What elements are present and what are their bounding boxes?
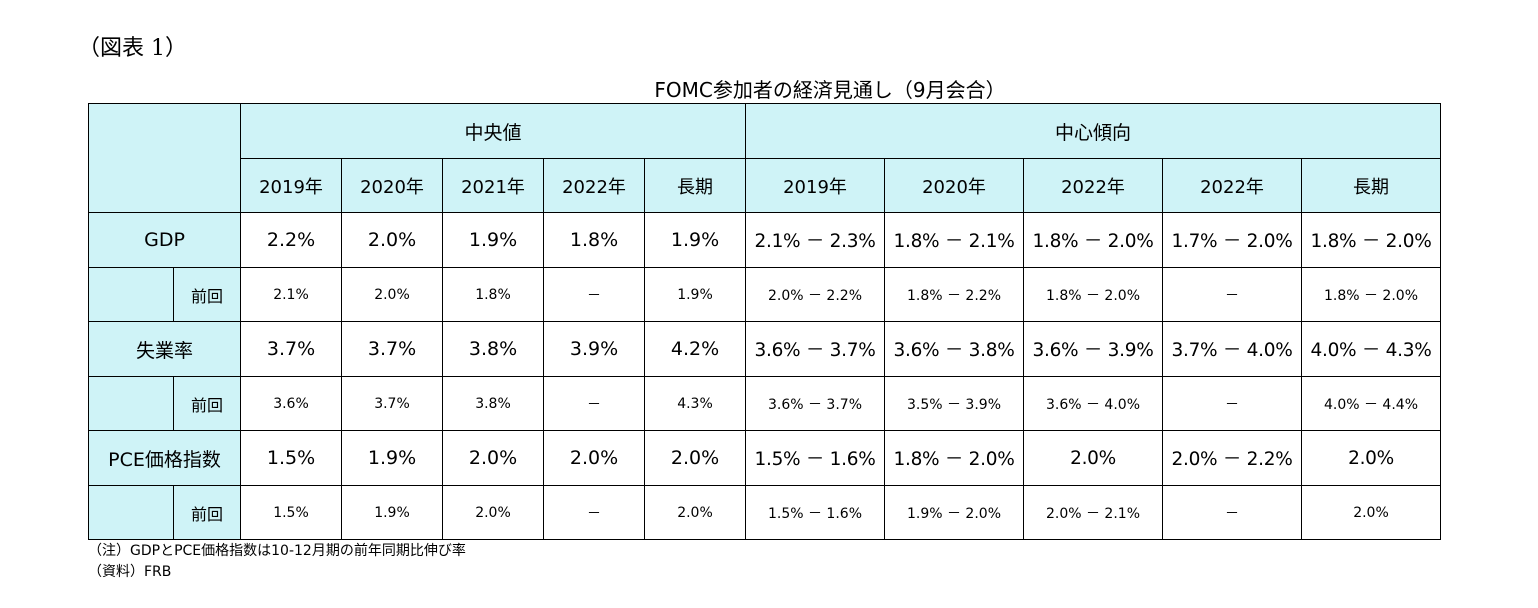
table-cell: 1.5% － 1.6%: [745, 485, 885, 540]
table-cell: 1.8% － 2.2%: [884, 267, 1024, 322]
table-cell: 2.0% － 2.1%: [1023, 485, 1163, 540]
figure-label: （図表 1）: [78, 36, 187, 61]
table-cell: 2.1% － 2.3%: [745, 212, 885, 268]
central-tendency-year-header: 2022年: [1023, 158, 1163, 213]
table-cell: 2.0%: [1301, 485, 1441, 540]
table-cell: 3.8%: [442, 376, 544, 431]
table-cell: －: [1162, 267, 1302, 322]
table-cell: －: [543, 485, 645, 540]
table-cell: 1.9% － 2.0%: [884, 485, 1024, 540]
table-cell: 2.0%: [1301, 430, 1441, 486]
table-cell: 2.0%: [442, 485, 544, 540]
median-year-header: 長期: [644, 158, 746, 213]
central-tendency-year-header: 2020年: [884, 158, 1024, 213]
row-label-spacer: [88, 376, 174, 431]
table-cell: 3.7%: [341, 376, 443, 431]
table-cell: 1.8% － 2.0%: [1023, 212, 1163, 268]
median-year-header: 2019年: [240, 158, 342, 213]
footnotes: （注）GDPとPCE価格指数は10-12月期の前年同期比伸び率 （資料）FRB: [88, 541, 466, 583]
table-cell: 1.8% － 2.1%: [884, 212, 1024, 268]
table-cell: 1.5%: [240, 485, 342, 540]
table-cell: 1.9%: [644, 212, 746, 268]
table-cell: 3.7% － 4.0%: [1162, 321, 1302, 377]
table-cell: 1.8% － 2.0%: [1023, 267, 1163, 322]
previous-label: 前回: [173, 267, 241, 322]
row-label-pce: PCE価格指数: [88, 430, 241, 486]
table-cell: 2.0%: [1023, 430, 1163, 486]
table-cell: 2.0% － 2.2%: [745, 267, 885, 322]
table-cell: 3.6% － 4.0%: [1023, 376, 1163, 431]
table-cell: 3.8%: [442, 321, 544, 377]
table-cell: 1.8% － 2.0%: [1301, 212, 1441, 268]
table-cell: 1.9%: [341, 430, 443, 486]
central-tendency-year-header: 2019年: [745, 158, 885, 213]
central-tendency-year-header: 2022年: [1162, 158, 1302, 213]
table-cell: 3.7%: [341, 321, 443, 377]
table-cell: 1.5% － 1.6%: [745, 430, 885, 486]
table-cell: 1.9%: [644, 267, 746, 322]
table-cell: －: [1162, 485, 1302, 540]
footnote-source: （資料）FRB: [88, 564, 172, 580]
table-cell: 2.0%: [341, 267, 443, 322]
previous-label: 前回: [173, 376, 241, 431]
table-cell: 1.8% － 2.0%: [1301, 267, 1441, 322]
central-tendency-year-header: 長期: [1301, 158, 1441, 213]
table-cell: 2.0%: [543, 430, 645, 486]
footnote-note: （注）GDPとPCE価格指数は10-12月期の前年同期比伸び率: [88, 543, 466, 559]
table-cell: 1.7% － 2.0%: [1162, 212, 1302, 268]
table-cell: 3.6% － 3.7%: [745, 321, 885, 377]
median-year-header: 2020年: [341, 158, 443, 213]
table-cell: －: [543, 376, 645, 431]
table-cell: 2.0%: [644, 485, 746, 540]
fomc-projections-table: 中央値 中心傾向 2019年 2020年 2021年 2022年 長期 2019…: [88, 103, 1441, 540]
table-cell: 3.6% － 3.7%: [745, 376, 885, 431]
table-cell: －: [1162, 376, 1302, 431]
table-cell: 1.9%: [341, 485, 443, 540]
table-cell: 3.6% － 3.8%: [884, 321, 1024, 377]
table-cell: 2.0%: [341, 212, 443, 268]
table-cell: 1.8%: [442, 267, 544, 322]
table-cell: 4.0% － 4.4%: [1301, 376, 1441, 431]
row-label-spacer: [88, 485, 174, 540]
median-year-header: 2022年: [543, 158, 645, 213]
table-cell: 3.9%: [543, 321, 645, 377]
table-cell: 2.1%: [240, 267, 342, 322]
table-cell: 1.9%: [442, 212, 544, 268]
row-label-spacer: [88, 267, 174, 322]
table-cell: 3.6% － 3.9%: [1023, 321, 1163, 377]
table-cell: 2.2%: [240, 212, 342, 268]
table-cell: 2.0%: [442, 430, 544, 486]
table-cell: 2.0% － 2.2%: [1162, 430, 1302, 486]
table-cell: 1.5%: [240, 430, 342, 486]
table-cell: 4.2%: [644, 321, 746, 377]
table-cell: －: [543, 267, 645, 322]
table-cell: 3.7%: [240, 321, 342, 377]
median-group-header: 中央値: [240, 103, 746, 159]
table-cell: 1.8% － 2.0%: [884, 430, 1024, 486]
row-label-gdp: GDP: [88, 212, 241, 268]
table-cell: 1.8%: [543, 212, 645, 268]
table-cell: 4.3%: [644, 376, 746, 431]
table-title: FOMC参加者の経済見通し（9月会合）: [654, 78, 1006, 102]
median-year-header: 2021年: [442, 158, 544, 213]
central-tendency-group-header: 中心傾向: [745, 103, 1441, 159]
previous-label: 前回: [173, 485, 241, 540]
row-label-unemployment: 失業率: [88, 321, 241, 377]
header-corner: [88, 103, 241, 213]
table-cell: 2.0%: [644, 430, 746, 486]
table-cell: 3.5% － 3.9%: [884, 376, 1024, 431]
table-cell: 4.0% － 4.3%: [1301, 321, 1441, 377]
table-cell: 3.6%: [240, 376, 342, 431]
